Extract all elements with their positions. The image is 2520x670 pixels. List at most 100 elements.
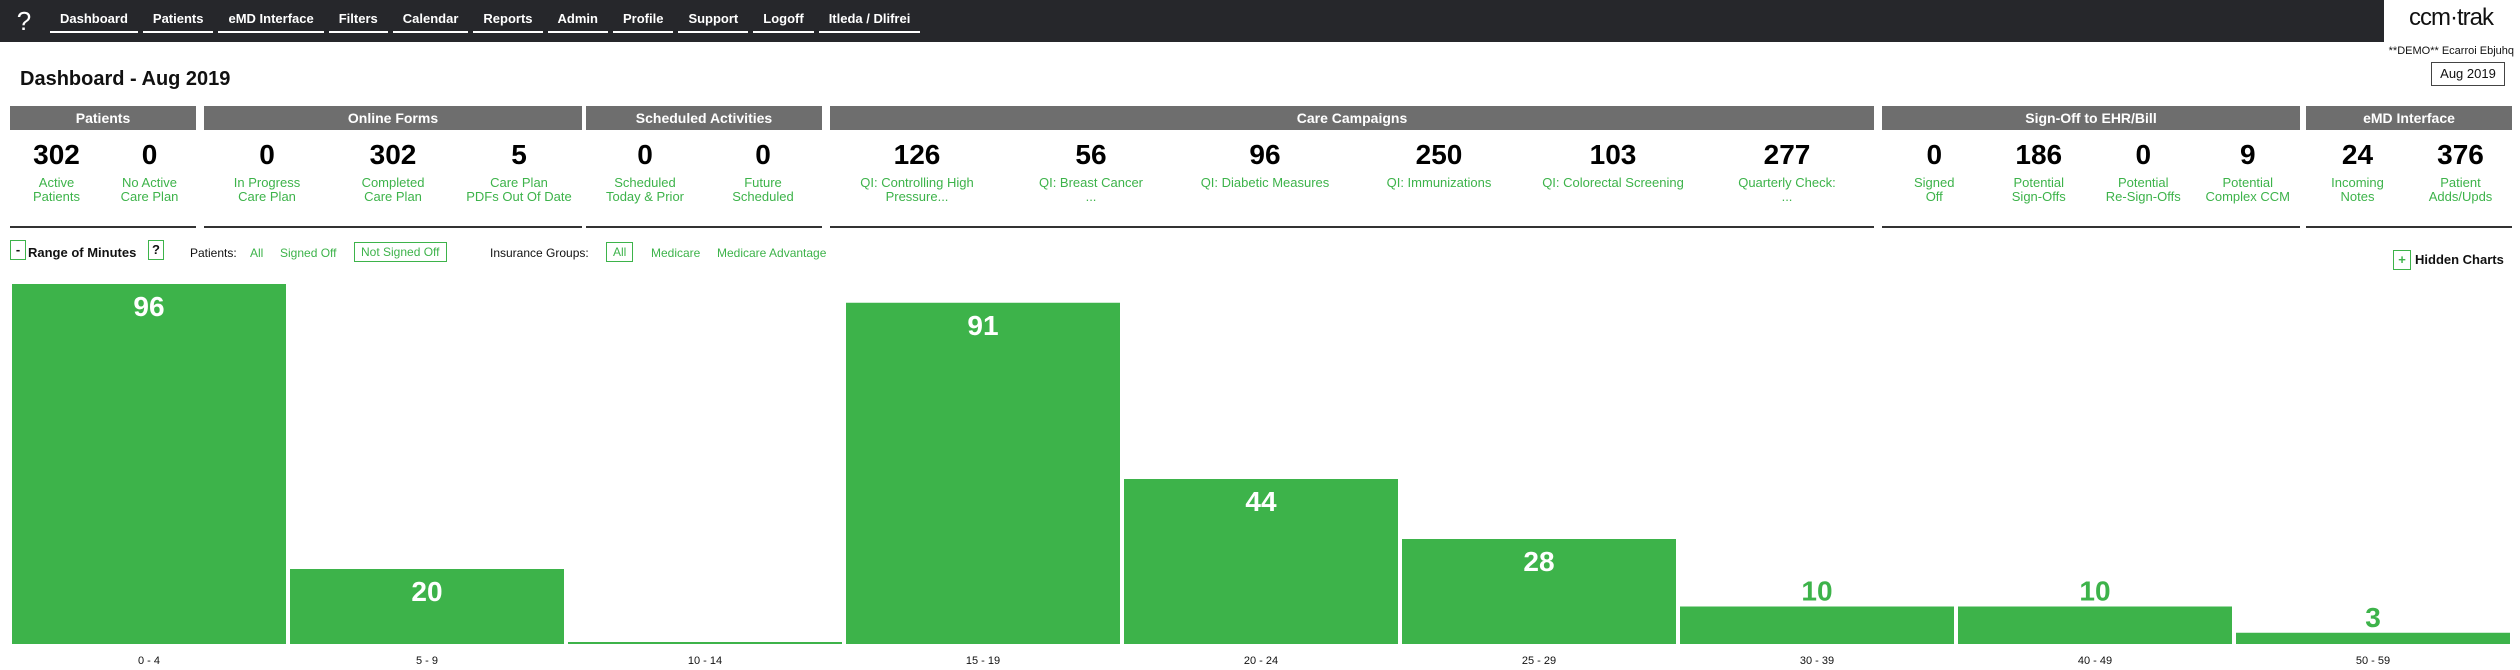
metric-qi-colorectal-screening[interactable]: 103 QI: Colorectal Screening [1526, 130, 1700, 228]
brand-logo: ccm·trak [2409, 4, 2494, 31]
patients-filter-all[interactable]: All [250, 246, 264, 260]
nav-dashboard[interactable]: Dashboard [50, 9, 138, 33]
x-tick-label: 50 - 59 [2356, 655, 2390, 667]
bar-25-29[interactable] [1402, 539, 1676, 644]
insurance-filter-medicare[interactable]: Medicare [651, 246, 701, 260]
metric-label: QI: Colorectal Screening [1542, 175, 1684, 190]
month-selector[interactable]: Aug 2019 [2431, 62, 2505, 86]
bar-30-39[interactable] [1680, 606, 1954, 645]
metric-label: Scheduled Today & Prior [605, 175, 685, 204]
metric-value: 277 [1763, 139, 1811, 170]
metric-value: 0 [637, 139, 653, 170]
metric-value: 103 [1589, 139, 1637, 170]
hidden-charts-label: Hidden Charts [2415, 252, 2504, 267]
metric-no-active-care-plan[interactable]: 0 No Active Care Plan [103, 130, 196, 228]
panel-title: Scheduled Activities [586, 106, 822, 130]
nav-reports[interactable]: Reports [473, 9, 543, 33]
metric-completed-care-plan[interactable]: 302 Completed Care Plan [330, 130, 456, 228]
bar-value-label: 3 [2365, 602, 2381, 633]
patients-filter-label: Patients: [190, 246, 237, 260]
nav-profile[interactable]: Profile [612, 9, 674, 33]
chart-help-button[interactable]: ? [148, 240, 164, 260]
range-of-minutes-chart: 96 0 - 4 20 5 - 9 10 - 14 91 15 - 19 44 20 - 24 2… [12, 284, 2510, 667]
metric-label: Potential Complex CCM [2205, 175, 2290, 204]
metric-value: 0 [259, 139, 275, 170]
nav-user-account[interactable]: Itleda / Dlifrei [818, 9, 921, 33]
bar-value-label: 20 [411, 576, 442, 607]
metric-value: 126 [893, 139, 941, 170]
bar-40-49[interactable] [1958, 606, 2232, 645]
panel-title: Online Forms [204, 106, 582, 130]
nav-filters[interactable]: Filters [328, 9, 388, 33]
bar-0-4[interactable] [12, 284, 286, 644]
nav-support[interactable]: Support [678, 9, 749, 33]
metric-qi-immunizations[interactable]: 250 QI: Immunizations [1352, 130, 1526, 228]
metric-value: 0 [755, 139, 771, 170]
metric-potential-re-sign-offs[interactable]: 0 Potential Re-Sign-Offs [2091, 130, 2196, 228]
metric-in-progress-care-plan[interactable]: 0 In Progress Care Plan [204, 130, 330, 228]
nav-patients[interactable]: Patients [142, 9, 214, 33]
bar-value-label: 10 [2079, 576, 2110, 607]
help-icon[interactable]: ? [16, 6, 32, 36]
metric-label: Completed Care Plan [361, 175, 425, 204]
metric-value: 96 [1249, 139, 1281, 170]
x-tick-label: 25 - 29 [1522, 655, 1556, 667]
chart-title: Range of Minutes [28, 245, 137, 260]
x-tick-label: 5 - 9 [416, 655, 438, 667]
bar-50-59[interactable] [2236, 632, 2510, 644]
metric-value: 0 [1926, 139, 1943, 170]
nav-admin[interactable]: Admin [547, 9, 608, 33]
metric-label: Future Scheduled [732, 175, 794, 204]
insurance-filter-label: Insurance Groups: [490, 246, 589, 260]
x-tick-label: 0 - 4 [138, 655, 160, 667]
patients-filter-not-signed-off[interactable]: Not Signed Off [354, 242, 447, 262]
metric-label: QI: Diabetic Measures [1200, 175, 1330, 190]
metric-label: Potential Sign-Offs [2011, 175, 2066, 204]
metric-label: Patient Adds/Upds [2428, 175, 2493, 204]
metric-value: 9 [2239, 139, 2256, 170]
nav-logoff[interactable]: Logoff [753, 9, 814, 33]
page-title: Dashboard - Aug 2019 [20, 68, 231, 90]
patients-filter-signed-off[interactable]: Signed Off [280, 246, 337, 260]
metric-label: Potential Re-Sign-Offs [2105, 175, 2181, 204]
metric-qi-diabetic-measures[interactable]: 96 QI: Diabetic Measures [1178, 130, 1352, 228]
bar-5-9[interactable] [290, 569, 564, 644]
metric-label: QI: Breast Cancer ... [1038, 175, 1144, 204]
metric-quarterly-check[interactable]: 277 Quarterly Check: ... [1700, 130, 1874, 228]
panel-title: Patients [10, 106, 196, 130]
bar-10-14[interactable] [568, 642, 842, 644]
bar-value-label: 44 [1245, 486, 1277, 517]
metric-future-scheduled[interactable]: 0 Future Scheduled [704, 130, 822, 228]
collapse-chart-button[interactable]: - [10, 240, 26, 260]
insurance-filter-all[interactable]: All [606, 242, 634, 262]
nav-calendar[interactable]: Calendar [392, 9, 469, 33]
metric-patient-adds-upds[interactable]: 376 Patient Adds/Upds [2409, 130, 2512, 228]
logo-background [2384, 0, 2520, 42]
insurance-filter-medicare-advantage[interactable]: Medicare Advantage [717, 246, 827, 260]
metric-potential-complex-ccm[interactable]: 9 Potential Complex CCM [2196, 130, 2301, 228]
x-tick-label: 20 - 24 [1244, 655, 1278, 667]
bar-20-24[interactable] [1124, 479, 1398, 644]
metric-potential-sign-offs[interactable]: 186 Potential Sign-Offs [1987, 130, 2092, 228]
metric-label: Quarterly Check: ... [1738, 175, 1836, 204]
metric-label: QI: Immunizations [1386, 175, 1492, 190]
hidden-charts-toggle[interactable]: + Hidden Charts [2393, 250, 2504, 272]
bar-15-19[interactable] [846, 302, 1120, 644]
panel-online-forms: Online Forms 0 In Progress Care Plan 302… [204, 106, 582, 228]
metric-signed-off[interactable]: 0 Signed Off [1882, 130, 1987, 228]
metric-care-plan-pdfs-out-of-date[interactable]: 5 Care Plan PDFs Out Of Date [456, 130, 582, 228]
panel-title: Care Campaigns [830, 106, 1874, 130]
metric-qi-breast-cancer[interactable]: 56 QI: Breast Cancer ... [1004, 130, 1178, 228]
panel-title: Sign-Off to EHR/Bill [1882, 106, 2300, 130]
metric-label: Incoming Notes [2331, 175, 2384, 204]
metric-active-patients[interactable]: 302 Active Patients [10, 130, 103, 228]
panel-patients: Patients 302 Active Patients 0 No Active… [10, 106, 196, 228]
nav-emd-interface[interactable]: eMD Interface [218, 9, 324, 33]
bar-value-label: 96 [133, 291, 164, 322]
metric-qi-controlling-high-pressure[interactable]: 126 QI: Controlling High Pressure... [830, 130, 1004, 228]
x-tick-label: 15 - 19 [966, 655, 1000, 667]
plus-icon: + [2393, 250, 2411, 270]
metric-scheduled-today-prior[interactable]: 0 Scheduled Today & Prior [586, 130, 704, 228]
metric-incoming-notes[interactable]: 24 Incoming Notes [2306, 130, 2409, 228]
main-nav: Dashboard Patients eMD Interface Filters… [50, 9, 925, 33]
